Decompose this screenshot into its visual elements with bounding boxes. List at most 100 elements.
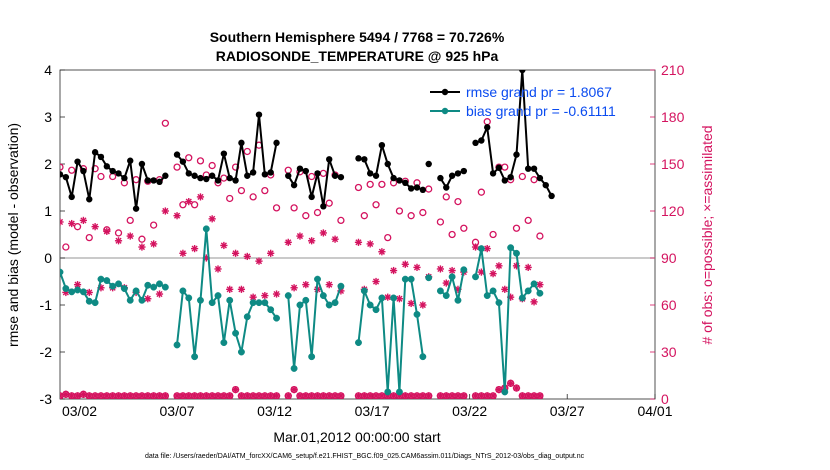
bias-point <box>407 275 415 283</box>
bias-point <box>308 353 316 361</box>
obs-assimilated-marker <box>384 293 392 301</box>
obs-assimilated-marker <box>483 245 491 253</box>
y-tick-label: 1 <box>44 203 52 219</box>
bias-point <box>185 294 193 302</box>
rmse-point <box>208 172 216 179</box>
bias-point <box>150 283 158 291</box>
y-axis-label: rmse and bias (model - observation) <box>5 123 21 347</box>
y2-tick-label: 210 <box>661 62 685 78</box>
bias-point <box>337 282 345 290</box>
obs-zero-assimilated-marker <box>489 392 497 399</box>
bias-point <box>249 299 257 307</box>
obs-assimilated-marker <box>296 232 304 240</box>
rmse-point <box>115 170 122 177</box>
obs-zero-assimilated-marker <box>231 386 240 394</box>
obs-possible-marker <box>179 201 187 209</box>
y2-tick-label: 120 <box>661 203 685 219</box>
obs-possible-marker <box>196 157 205 165</box>
obs-zero-assimilated-marker <box>331 392 339 399</box>
rmse-point <box>402 179 409 186</box>
bias-point <box>156 280 163 288</box>
plot-area: -3 -2 -1 0 1 2 3 4 0 30 60 90 120 150 180 210 03/02 03/07… <box>40 62 685 419</box>
bias-point <box>62 285 70 292</box>
obs-possible-marker <box>272 204 281 212</box>
obs-possible-marker <box>337 216 345 225</box>
legend-entry: rmse grand pr = 1.8067 <box>430 84 612 100</box>
rmse-point <box>390 174 397 182</box>
obs-possible-marker <box>226 194 234 203</box>
obs-possible-marker <box>325 199 333 207</box>
rmse-point <box>460 167 468 175</box>
rmse-point <box>150 177 157 184</box>
obs-possible-marker <box>126 216 134 225</box>
obs-possible-marker <box>138 235 146 243</box>
legend-label: bias grand pr = -0.61111 <box>466 103 616 119</box>
y2-tick-label: 0 <box>661 391 669 407</box>
bias-point <box>513 249 520 257</box>
rmse-point <box>437 174 444 182</box>
rmse-point <box>372 172 380 179</box>
obs-possible-marker <box>354 183 363 192</box>
bias-point <box>325 301 333 309</box>
rmse-point <box>255 111 263 118</box>
obs-possible-marker <box>448 230 456 239</box>
obs-assimilated-marker <box>126 232 134 240</box>
obs-assimilated-marker <box>524 263 532 271</box>
obs-possible-marker <box>372 201 380 209</box>
obs-zero-assimilated-marker <box>425 392 433 399</box>
bias-point <box>161 283 169 291</box>
bias-point <box>360 287 368 295</box>
obs-zero-assimilated-marker <box>460 392 468 399</box>
obs-assimilated-marker <box>319 229 327 237</box>
bias-point <box>501 388 509 396</box>
obs-assimilated-marker <box>231 249 240 257</box>
rmse-point <box>542 181 549 189</box>
x-tick-label: 03/27 <box>550 403 585 419</box>
rmse-point <box>326 156 333 163</box>
obs-assimilated-marker <box>185 198 193 206</box>
obs-zero-assimilated-marker <box>60 392 64 399</box>
bias-point <box>413 310 421 318</box>
rmse-point <box>308 193 315 201</box>
obs-possible-marker <box>249 193 257 201</box>
legend-swatch-marker <box>441 107 449 115</box>
y-tick-label: 2 <box>44 156 52 172</box>
obs-assimilated-marker <box>354 238 363 246</box>
bias-point <box>477 245 485 253</box>
rmse-point <box>384 160 391 168</box>
rmse-point <box>524 165 532 172</box>
bias-point <box>273 314 280 322</box>
obs-assimilated-marker <box>144 295 152 303</box>
obs-assimilated-marker <box>196 193 205 201</box>
rmse-point <box>156 178 163 186</box>
obs-zero-assimilated-marker <box>319 392 327 399</box>
obs-possible-marker <box>62 243 70 251</box>
bias-point <box>401 275 409 283</box>
obs-zero-assimilated-marker <box>495 386 503 394</box>
x-tick-label: 03/02 <box>62 403 97 419</box>
obs-assimilated-marker <box>79 216 88 224</box>
bias-point <box>454 296 462 304</box>
rmse-point <box>127 157 134 164</box>
rmse-point <box>419 186 427 194</box>
obs-assimilated-marker <box>179 249 187 257</box>
obs-assimilated-marker <box>471 243 480 251</box>
y-tick-label: 4 <box>44 62 52 78</box>
legend-label: rmse grand pr = 1.8067 <box>466 84 612 100</box>
bias-point <box>331 299 339 307</box>
bias-point <box>74 286 82 294</box>
obs-assimilated-marker <box>530 298 538 306</box>
obs-assimilated-marker <box>91 223 99 231</box>
legend-entry: bias grand pr = -0.61111 <box>430 103 616 119</box>
obs-zero-assimilated-marker <box>226 392 234 399</box>
rmse-point <box>138 160 146 168</box>
x-tick-label: 03/17 <box>355 403 390 419</box>
bias-point <box>355 339 362 347</box>
obs-assimilated-marker <box>495 262 503 270</box>
rmse-point <box>337 173 345 181</box>
bias-point <box>202 225 210 233</box>
rmse-point <box>513 151 520 158</box>
bias-point <box>302 296 310 304</box>
obs-possible-marker <box>360 212 368 220</box>
